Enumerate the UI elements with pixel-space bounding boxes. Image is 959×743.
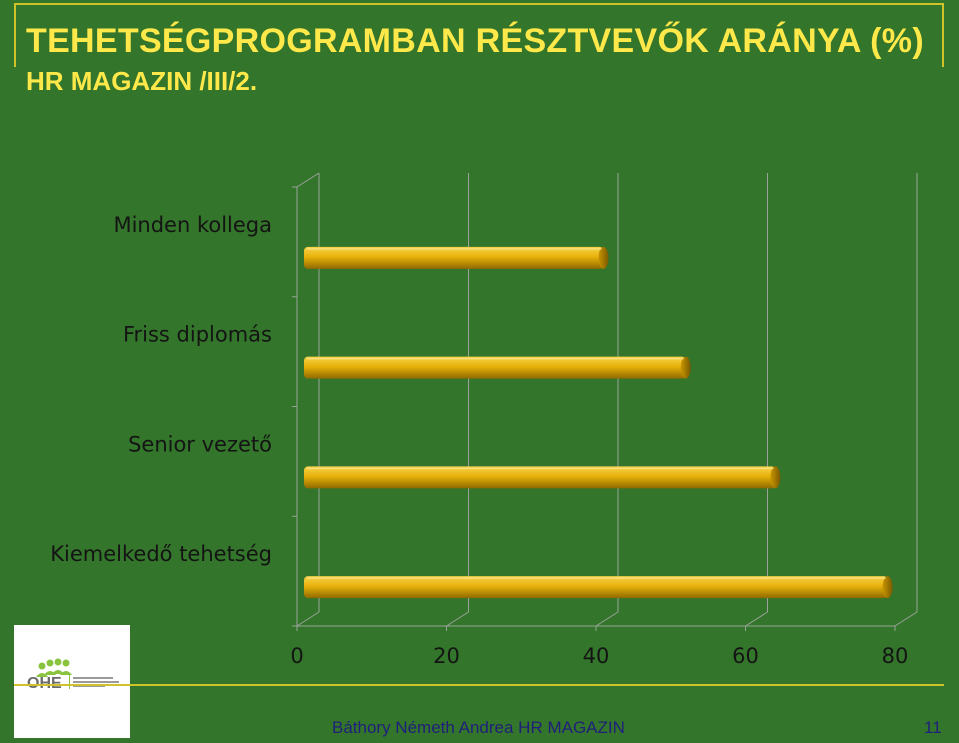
slide-title: TEHETSÉGPROGRAMBAN RÉSZTVEVŐK ARÁNYA (%): [26, 22, 924, 60]
chart-labels: 0 20 40 60 80 Minden kollega Friss diplomás Sen…: [50, 213, 908, 668]
bar: [304, 576, 888, 599]
svg-text:OHE: OHE: [27, 675, 62, 692]
category-label: Friss diplomás: [123, 323, 272, 347]
category-label: Minden kollega: [113, 213, 272, 237]
slide-left-border: [14, 3, 16, 67]
x-tick-label: 0: [290, 644, 303, 668]
bar-end-cap: [598, 246, 609, 269]
bar-end-cap: [770, 466, 781, 489]
ohe-logo-icon: OHE: [27, 658, 119, 692]
y-axis-top-edge: [296, 172, 320, 188]
x-tick-label: 60: [732, 644, 759, 668]
ohe-logo: OHE: [14, 625, 130, 738]
category-label: Kiemelkedő tehetség: [50, 542, 272, 566]
gridline-floor: [745, 611, 768, 627]
x-tick-label: 80: [882, 644, 909, 668]
bar: [304, 246, 604, 269]
bar: [304, 466, 776, 489]
chart-bars: [304, 246, 893, 599]
chart-grid: [292, 172, 918, 631]
x-tick-label: 20: [433, 644, 460, 668]
gridline-floor: [296, 611, 320, 627]
bar: [304, 356, 686, 379]
slide-top-border: [14, 3, 944, 5]
page-number: 11: [924, 718, 942, 737]
slide-subtitle: HR MAGAZIN /III/2.: [26, 66, 258, 96]
footer-rule: [14, 684, 944, 686]
bar-end-cap: [680, 356, 691, 379]
gridline-floor: [446, 611, 469, 627]
bar-end-cap: [882, 576, 893, 599]
category-label: Senior vezető: [128, 432, 272, 456]
x-tick-label: 40: [583, 644, 610, 668]
footer-text: Báthory Németh Andrea HR MAGAZIN: [332, 718, 625, 737]
slide-right-border: [942, 3, 944, 67]
gridline-floor: [595, 611, 619, 627]
gridline-floor: [894, 611, 918, 627]
